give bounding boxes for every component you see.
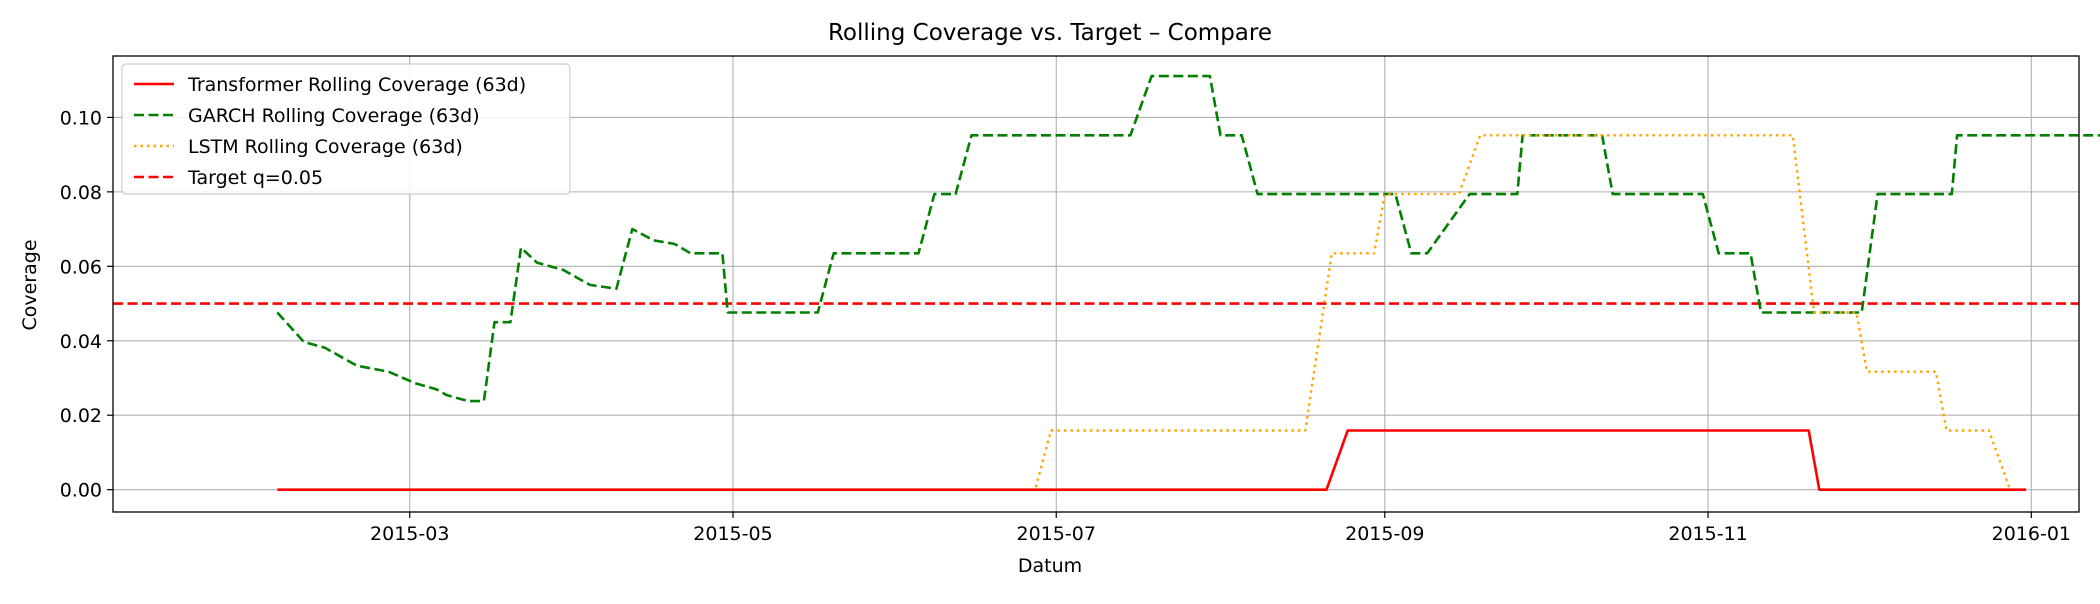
plot-frame	[112, 55, 2080, 513]
legend: Transformer Rolling Coverage (63d) GARCH …	[121, 63, 571, 195]
transformer-series-line	[277, 429, 2026, 491]
tick-layer: 2015-03 2015-05 2015-07 2015-09 2015-11 2016-…	[60, 107, 2071, 545]
y-tick-label: 0.02	[60, 405, 102, 427]
x-axis-label: Datum	[1018, 555, 1082, 577]
y-tick-label: 0.04	[60, 331, 102, 353]
legend-label: LSTM Rolling Coverage (63d)	[188, 136, 463, 158]
x-tick-label: 2015-03	[370, 523, 449, 545]
legend-label: Target q=0.05	[187, 167, 323, 189]
y-tick-label: 0.10	[60, 107, 102, 129]
garch-series-line	[276, 74, 2100, 403]
y-tick-label: 0.06	[60, 256, 102, 278]
series-layer	[113, 74, 2100, 491]
chart-title: Rolling Coverage vs. Target – Compare	[828, 20, 1272, 46]
x-tick-label: 2015-05	[693, 523, 772, 545]
x-tick-label: 2015-09	[1345, 523, 1424, 545]
x-tick-label: 2015-11	[1668, 523, 1747, 545]
legend-label: GARCH Rolling Coverage (63d)	[188, 105, 480, 127]
legend-box	[121, 63, 571, 195]
y-tick-label: 0.00	[60, 480, 102, 502]
x-tick-label: 2015-07	[1017, 523, 1096, 545]
y-axis-label: Coverage	[19, 239, 41, 330]
y-tick-label: 0.08	[60, 182, 102, 204]
x-tick-label: 2016-01	[1992, 523, 2071, 545]
legend-label: Transformer Rolling Coverage (63d)	[187, 74, 526, 96]
